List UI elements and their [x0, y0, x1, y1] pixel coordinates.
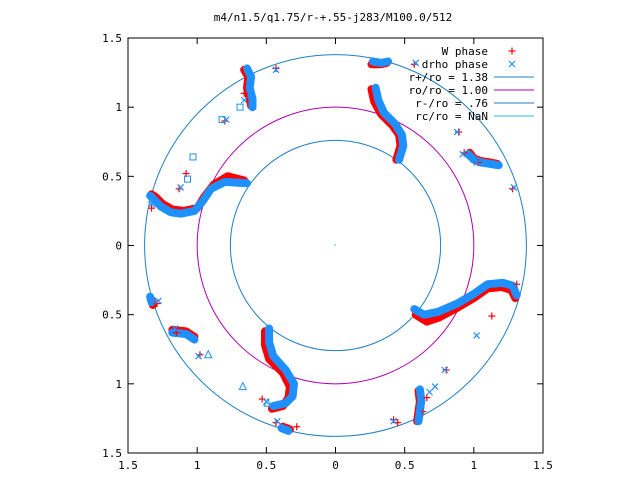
drho-phase-point	[177, 183, 184, 191]
x-tick-label: 1.5	[118, 459, 138, 472]
origin-point	[334, 244, 336, 246]
x-tick-label: 0.5	[395, 459, 415, 472]
hollow-square-marker	[236, 103, 244, 111]
w-phase-point	[474, 159, 482, 166]
drho-phase-point	[426, 388, 433, 396]
legend-w-phase-marker	[508, 47, 516, 55]
legend-label: W phase	[442, 45, 488, 58]
legend-label: ro/ro = 1.00	[409, 84, 488, 97]
drho-phase-point	[148, 200, 155, 208]
drho-phase-point	[511, 283, 519, 291]
x-tick-label: 1	[471, 459, 478, 472]
hollow-triangle-marker	[238, 381, 248, 391]
legend-label: rc/ro = NaN	[415, 110, 488, 123]
w-phase-point	[240, 89, 248, 97]
phase-band	[277, 424, 293, 435]
w-phase-point	[258, 395, 266, 403]
phase-band	[168, 328, 199, 344]
legend-label: r-/ro = .76	[415, 97, 488, 110]
drho-phase-point	[417, 406, 425, 414]
legend-label: drho phase	[422, 58, 488, 71]
phase-band	[243, 64, 257, 112]
w-phase-point	[293, 423, 301, 431]
phase-band	[146, 177, 251, 218]
drho-phase-point	[240, 96, 248, 104]
phase-band	[146, 292, 156, 307]
drho-phase-point	[473, 331, 481, 339]
w-phase-point	[148, 204, 156, 212]
reference-circle	[144, 54, 527, 437]
drho-phase-point	[459, 150, 467, 158]
drho-phase-point	[412, 59, 420, 67]
w-phase-point	[513, 280, 521, 288]
drho-phase-point	[222, 116, 230, 124]
legend-label: r+/ro = 1.38	[409, 71, 488, 84]
chart-title: m4/n1.5/q1.75/r-+.55-j283/M100.0/512	[214, 11, 452, 24]
w-phase-point	[442, 366, 450, 374]
phase-band	[414, 385, 426, 426]
reference-circle	[196, 106, 475, 385]
drho-phase-point	[441, 366, 449, 374]
phase-band	[265, 324, 298, 410]
legend-drho-phase-marker	[508, 60, 516, 68]
drho-phase-point	[195, 352, 202, 360]
x-tick-label: 1.5	[533, 459, 553, 472]
w-phase-point	[488, 312, 496, 320]
y-tick-label: 1.5	[102, 447, 122, 460]
y-tick-label: 1.5	[102, 32, 122, 45]
hollow-markers	[183, 103, 273, 407]
phase-markers	[148, 59, 521, 431]
phase-bands	[146, 57, 521, 435]
drho-phase-point	[171, 325, 179, 332]
y-tick-label: 0.5	[102, 170, 122, 183]
x-tick-label: 0.5	[256, 459, 276, 472]
hollow-square-marker	[183, 175, 191, 183]
drho-phase-point	[390, 417, 398, 425]
hollow-square-marker	[218, 116, 226, 124]
reference-circle	[229, 139, 442, 352]
y-tick-label: 0.5	[102, 309, 122, 322]
x-tick-label: 1	[194, 459, 201, 472]
drho-phase-point	[272, 66, 280, 74]
axis-ticks: 1.5 1 0.5 0 0.5 1 1.51.510.500.511.5	[102, 32, 553, 472]
y-tick-label: 1	[115, 101, 122, 114]
phase-band	[371, 83, 408, 164]
x-tick-label: 0	[332, 459, 339, 472]
y-tick-label: 0	[115, 240, 122, 253]
hollow-triangle-marker	[263, 398, 273, 407]
phase-band	[368, 57, 393, 67]
drho-phase-point	[453, 128, 461, 136]
phase-band	[410, 278, 521, 319]
hollow-square-marker	[189, 153, 197, 161]
drho-phase-point	[473, 159, 481, 166]
w-phase-point	[455, 128, 463, 136]
reference-circles	[144, 54, 527, 437]
drho-phase-point	[510, 183, 518, 191]
drho-phase-point	[273, 417, 281, 425]
hollow-triangle-marker	[203, 349, 213, 359]
drho-phase-point	[155, 297, 162, 305]
y-tick-label: 1	[115, 378, 122, 391]
w-phase-point	[272, 64, 280, 72]
w-phase-point	[153, 300, 161, 308]
drho-phase-point	[431, 383, 439, 391]
w-phase-point	[390, 416, 398, 424]
